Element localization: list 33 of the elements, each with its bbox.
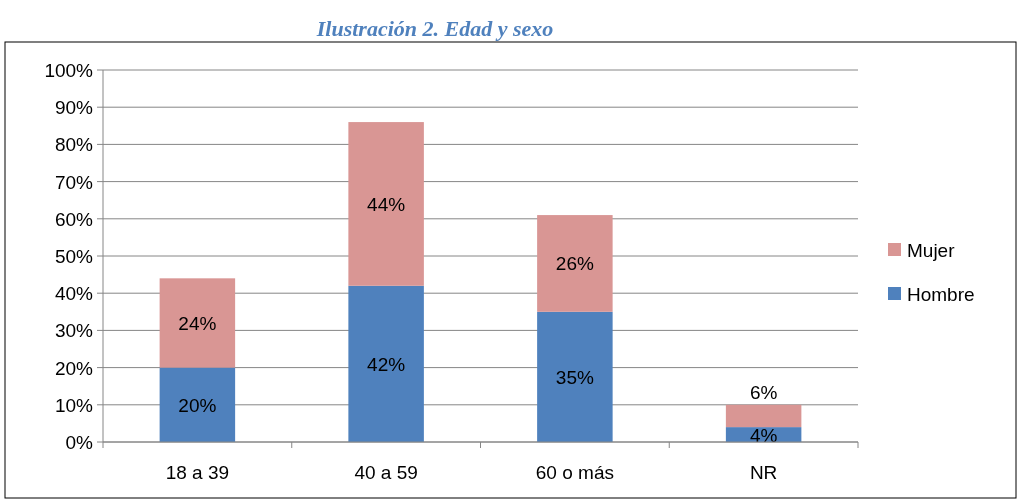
x-tick-label: NR bbox=[749, 462, 778, 483]
y-tick-label: 80% bbox=[54, 134, 94, 156]
bar bbox=[159, 367, 236, 442]
data-label: 44% bbox=[367, 193, 406, 215]
chart-title: Ilustración 2. Edad y sexo bbox=[315, 16, 554, 41]
bar bbox=[348, 122, 424, 286]
y-tick-label: 100% bbox=[44, 60, 94, 81]
bar bbox=[159, 278, 236, 368]
bar bbox=[537, 215, 613, 312]
data-label: 35% bbox=[555, 366, 594, 388]
y-tick-label: 20% bbox=[54, 357, 94, 379]
y-tick-label: 90% bbox=[54, 97, 94, 119]
data-label: 6% bbox=[749, 381, 778, 403]
bar bbox=[537, 311, 613, 442]
legend-label: Hombre bbox=[907, 284, 975, 305]
bar bbox=[348, 285, 424, 442]
data-label: 26% bbox=[555, 253, 594, 275]
y-tick-label: 10% bbox=[54, 394, 94, 416]
y-tick-label: 30% bbox=[54, 320, 94, 342]
y-tick-label: 50% bbox=[54, 246, 94, 267]
legend-label: Mujer bbox=[907, 240, 956, 261]
y-tick-label: 60% bbox=[54, 208, 94, 230]
data-label: 4% bbox=[749, 424, 778, 446]
x-tick-label: 60 o más bbox=[535, 462, 614, 483]
y-tick-label: 40% bbox=[54, 283, 94, 305]
y-tick-label: 0% bbox=[65, 432, 94, 453]
x-tick-label: 18 a 39 bbox=[165, 462, 230, 483]
y-tick-label: 70% bbox=[54, 171, 94, 193]
data-label: 24% bbox=[178, 312, 217, 334]
bar bbox=[725, 404, 802, 428]
data-label: 20% bbox=[178, 394, 217, 416]
x-tick-label: 40 a 59 bbox=[354, 462, 418, 483]
data-label: 42% bbox=[367, 353, 406, 375]
